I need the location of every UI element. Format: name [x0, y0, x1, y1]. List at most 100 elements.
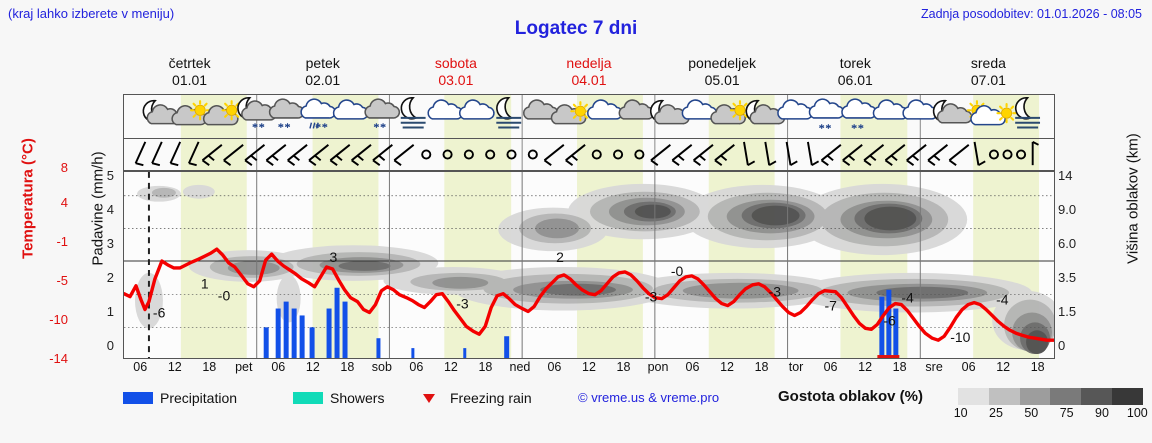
- cloud-density-scale-labels: 10 25 50 75 90 100: [943, 406, 1152, 420]
- x-tick: 18: [202, 360, 217, 374]
- x-tick: 06: [547, 360, 562, 374]
- day-header-cell: ponedeljek 05.01: [656, 55, 789, 93]
- temp-tick: -5: [56, 273, 68, 288]
- forecast-plot[interactable]: -6 1 -0 3 2 -0 -3 -3 -3 -7 -4 -6 -4 -10: [123, 171, 1055, 359]
- x-tick: 18: [1030, 360, 1045, 374]
- wind-barbs: [134, 140, 1040, 167]
- cloud-scale-step: [958, 388, 989, 405]
- legend-precipitation: Precipitation: [123, 390, 237, 406]
- legend-freezing-rain-label: Freezing rain: [450, 390, 532, 406]
- menu-note: (kraj lahko izberete v meniju): [8, 6, 175, 21]
- cloud-scale-label: 25: [989, 406, 1003, 420]
- height-tick: 1.5: [1058, 304, 1077, 319]
- x-tick: 06: [685, 360, 700, 374]
- day-date: 02.01: [305, 72, 341, 88]
- day-name: ponedeljek: [688, 55, 756, 71]
- svg-text:-6: -6: [883, 312, 896, 328]
- x-tick: 12: [443, 360, 458, 374]
- x-tick: 18: [616, 360, 631, 374]
- x-tick: 06: [409, 360, 424, 374]
- day-header-row: četrtek 01.01 petek 02.01 sobota 03.01 n…: [123, 55, 1055, 93]
- x-tick: 18: [340, 360, 355, 374]
- cloud-height-axis-label: Višina oblakov (km): [1124, 133, 1142, 264]
- x-tick: 12: [858, 360, 873, 374]
- temperature-curve: [124, 247, 1054, 342]
- day-header-cell: torek 06.01: [789, 55, 922, 93]
- x-tick: 12: [996, 360, 1011, 374]
- precipitation-bars: [263, 287, 899, 358]
- precipitation-swatch: [123, 392, 153, 404]
- freezing-rain-markers: [877, 355, 900, 358]
- wind-barb-row: [123, 139, 1055, 171]
- day-name: sreda: [970, 55, 1006, 71]
- day-date: 03.01: [438, 72, 474, 88]
- cloud-height-axis: 14 9.0 6.0 3.5 1.5 0: [1058, 160, 1098, 372]
- legend-precipitation-label: Precipitation: [160, 390, 238, 406]
- x-tick: 06: [133, 360, 148, 374]
- freezing-rain-icon: [423, 393, 435, 403]
- height-tick: 0: [1058, 338, 1066, 353]
- x-tick: 12: [305, 360, 320, 374]
- cloud-scale-step: [1081, 388, 1113, 405]
- page-title: Logatec 7 dni: [514, 18, 638, 39]
- x-tick: pon: [647, 360, 669, 374]
- temperature-axis-label: Temperatura (°C): [19, 138, 37, 259]
- x-tick: sob: [371, 360, 392, 374]
- height-tick: 6.0: [1058, 236, 1077, 251]
- x-tick: 12: [582, 360, 596, 374]
- day-date: 01.01: [172, 72, 208, 88]
- cloud-scale-label: 75: [1059, 406, 1074, 420]
- prec-tick: 0: [106, 338, 114, 353]
- cloud-scale-step: [988, 388, 1020, 405]
- precipitation-axis-label: Padavine (mm/h): [89, 151, 107, 266]
- height-tick: 9.0: [1058, 202, 1077, 217]
- copyright-link[interactable]: © vreme.us & vreme.pro: [578, 390, 720, 405]
- x-tick: 18: [754, 360, 769, 374]
- prec-tick: 1: [106, 304, 114, 319]
- x-tick: ned: [509, 360, 531, 374]
- x-tick: 06: [271, 360, 286, 374]
- temp-tick: -10: [49, 312, 68, 327]
- prec-tick: 2: [106, 270, 114, 285]
- cloud-scale-step: [1112, 388, 1143, 405]
- showers-swatch: [293, 392, 323, 404]
- x-axis-tick-labels: 06 12 18 pet 06 12 18 sob 06 12 18 ned 0…: [123, 360, 1055, 380]
- day-name: sobota: [434, 55, 477, 71]
- svg-text:2: 2: [556, 249, 564, 265]
- height-tick: 3.5: [1058, 270, 1077, 285]
- x-tick: 06: [823, 360, 838, 374]
- day-name: četrtek: [168, 55, 211, 71]
- svg-text:1: 1: [201, 276, 209, 292]
- x-tick: pet: [235, 360, 253, 374]
- legend-freezing-rain: Freezing rain: [423, 390, 532, 406]
- svg-text:-0: -0: [671, 263, 684, 279]
- temperature-axis: 8 4 -1 -5 -10 -14: [22, 160, 68, 372]
- day-date: 04.01: [571, 72, 607, 88]
- weather-icon-row: [123, 94, 1055, 139]
- legend-showers: Showers: [293, 390, 384, 406]
- svg-text:-3: -3: [456, 296, 469, 312]
- plot-canvas: -6 1 -0 3 2 -0 -3 -3 -3 -7 -4 -6 -4 -10: [124, 172, 1054, 358]
- svg-text:-10: -10: [950, 329, 970, 345]
- cloud-density-title: Gostota oblakov (%): [778, 388, 924, 405]
- weather-icons: [142, 96, 1042, 130]
- cloud-scale-label: 100: [1126, 406, 1148, 420]
- svg-text:3: 3: [330, 249, 338, 265]
- height-tick: 14: [1058, 168, 1073, 183]
- cloud-scale-label: 50: [1024, 406, 1039, 420]
- day-header-cell: sobota 03.01: [389, 55, 522, 93]
- svg-text:-4: -4: [996, 292, 1009, 308]
- x-tick: sre: [925, 360, 943, 374]
- x-tick: 18: [478, 360, 493, 374]
- x-tick: 12: [167, 360, 182, 374]
- day-header-cell: nedelja 04.01: [522, 55, 655, 93]
- temp-tick: 4: [60, 195, 68, 210]
- temp-tick: -14: [49, 351, 68, 366]
- x-tick: 18: [892, 360, 907, 374]
- day-name: torek: [839, 55, 871, 71]
- cloud-scale-label: 10: [953, 406, 968, 420]
- x-tick: 06: [961, 360, 976, 374]
- svg-text:-4: -4: [901, 290, 914, 306]
- prec-tick: 3: [106, 236, 114, 251]
- day-name: petek: [305, 55, 340, 71]
